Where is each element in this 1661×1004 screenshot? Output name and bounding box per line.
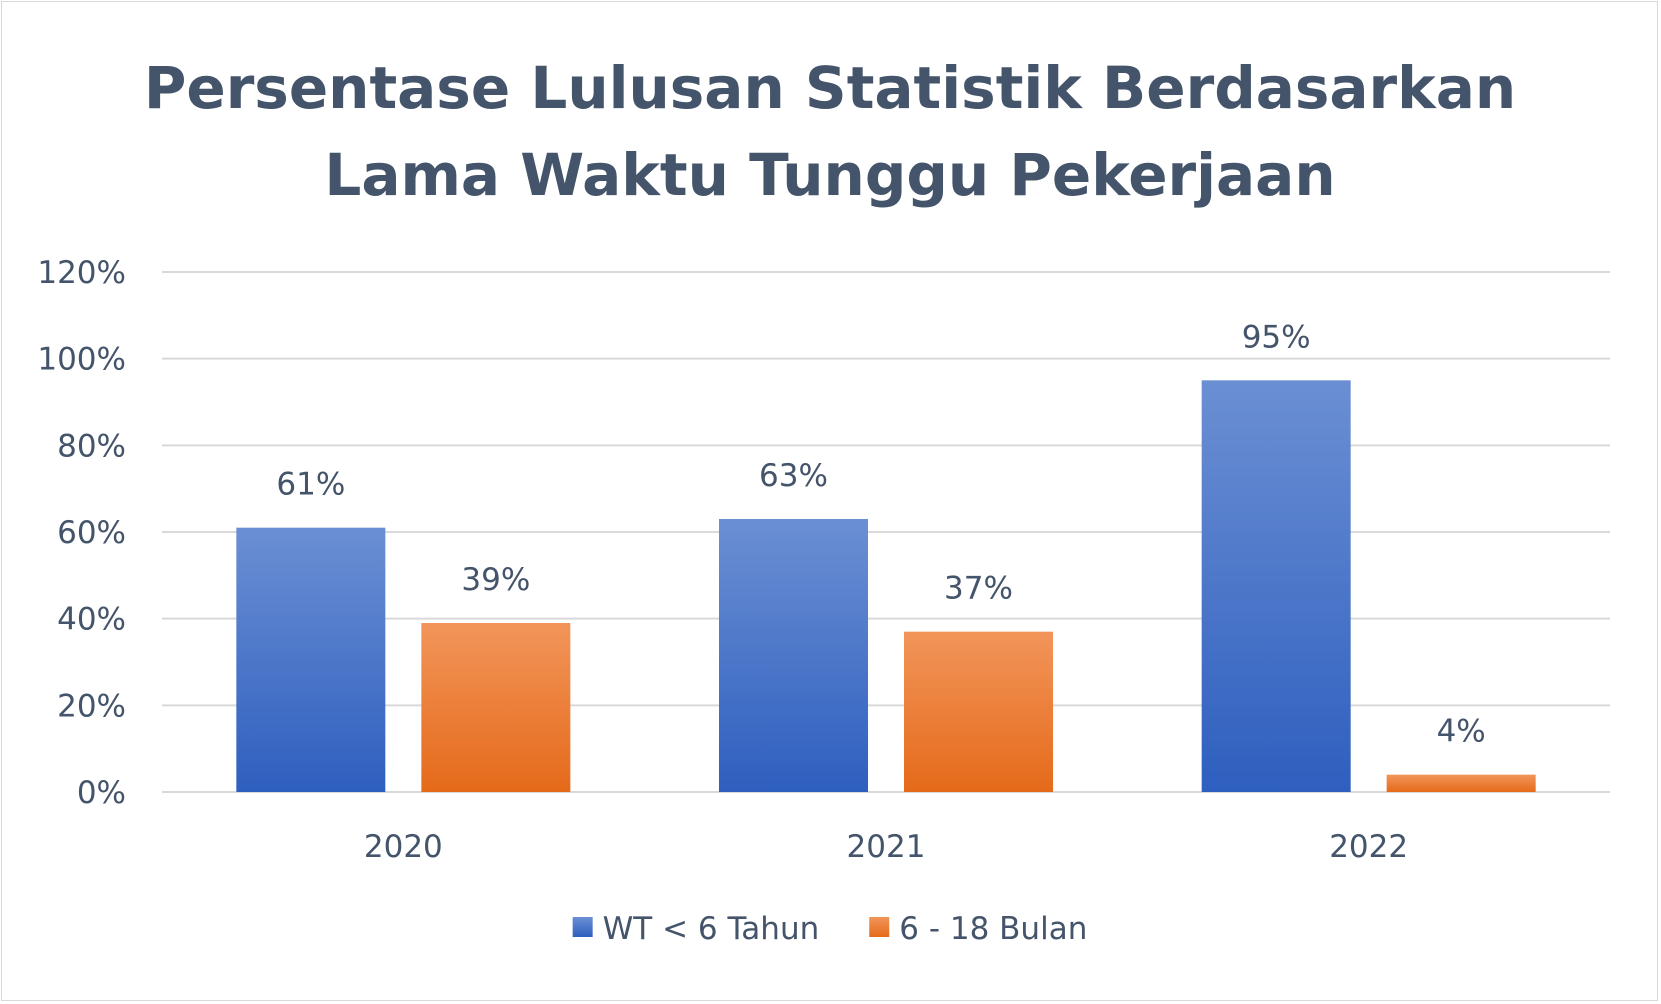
legend-item: WT < 6 Tahun	[572, 911, 820, 947]
y-tick-label: 100%	[37, 342, 126, 378]
bar	[1386, 774, 1536, 792]
bar	[904, 631, 1053, 792]
x-tick-label: 2021	[847, 829, 926, 865]
bar	[236, 527, 386, 792]
data-labels: 61% 39% 63% 37% 95% 4%	[276, 319, 1485, 749]
y-tick-label: 0%	[77, 775, 126, 811]
bars	[236, 380, 1536, 792]
data-label: 95%	[1242, 319, 1311, 355]
y-tick-label: 120%	[37, 255, 126, 291]
bar	[1201, 380, 1351, 792]
legend-label: 6 - 18 Bulan	[899, 911, 1087, 947]
y-axis: 0% 20% 40% 60% 80% 100% 120%	[37, 255, 126, 811]
y-tick-label: 80%	[57, 428, 126, 464]
data-label: 61%	[276, 467, 345, 503]
legend-item: 6 - 18 Bulan	[869, 911, 1087, 947]
data-label: 63%	[759, 458, 828, 494]
y-tick-label: 60%	[57, 515, 126, 551]
y-tick-label: 20%	[57, 688, 126, 724]
x-axis: 2020 2021 2022	[364, 829, 1408, 865]
bar	[421, 623, 571, 792]
data-label: 37%	[944, 571, 1013, 607]
legend: WT < 6 Tahun 6 - 18 Bulan	[572, 911, 1087, 947]
chart-title-line-2: Lama Waktu Tunggu Pekerjaan	[324, 141, 1335, 209]
x-tick-label: 2020	[364, 829, 443, 865]
x-tick-label: 2022	[1329, 829, 1408, 865]
y-tick-label: 40%	[57, 602, 126, 638]
data-label: 4%	[1437, 714, 1486, 750]
gridlines	[162, 271, 1610, 793]
legend-label: WT < 6 Tahun	[603, 911, 820, 947]
legend-swatch	[572, 917, 593, 937]
chart-title-line-1: Persentase Lulusan Statistik Berdasarkan	[144, 54, 1516, 122]
data-label: 39%	[461, 562, 530, 598]
bar	[719, 519, 868, 792]
legend-swatch	[869, 917, 890, 937]
